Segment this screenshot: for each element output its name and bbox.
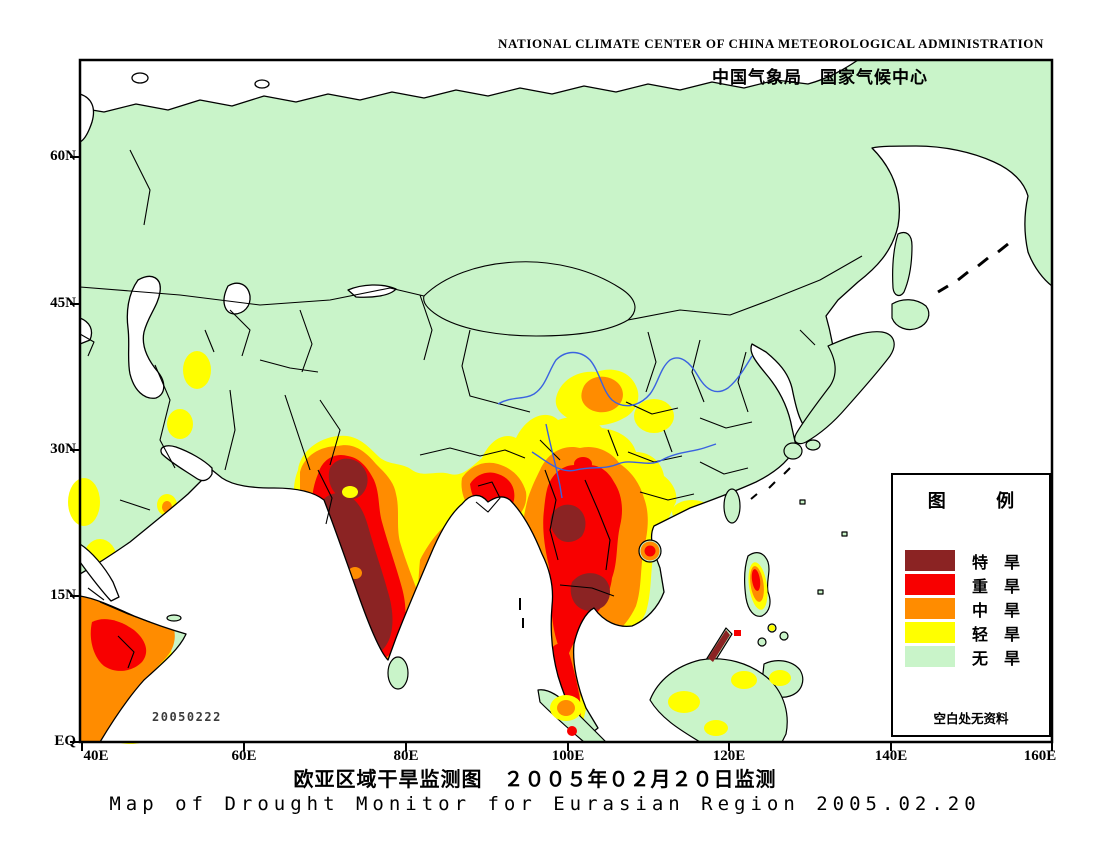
light-drought-swatch: [905, 622, 955, 643]
rivers: [497, 351, 753, 499]
lon-label-160e: 160E: [1023, 748, 1057, 764]
upper-mekong-river: [545, 423, 563, 499]
no-drought-label: 无 旱: [972, 650, 1021, 668]
yangtze-river: [531, 443, 717, 472]
lat-label-15n: 15N: [50, 587, 76, 603]
lon-label-60e: 60E: [231, 748, 257, 764]
persian-gulf: [160, 445, 213, 482]
yellow-river: [497, 351, 753, 407]
honshu-island: [794, 331, 895, 445]
white-sea: [79, 93, 95, 143]
legend-footnote: 空白处无资料: [933, 712, 1009, 726]
kyushu-island: [783, 442, 803, 460]
extreme-drought-swatch: [905, 550, 955, 571]
sakhalin-island: [892, 231, 913, 297]
legend-item-extreme-drought: 特 旱: [905, 549, 1049, 572]
axis-ticks: [70, 156, 1053, 751]
lon-label-120e: 120E: [712, 748, 746, 764]
country-borders: [79, 149, 863, 669]
island-drought-patches: [550, 541, 791, 736]
map-frame-border: [78, 58, 1054, 744]
red-sea: [79, 543, 120, 602]
no-drought-swatch: [905, 646, 955, 667]
legend-box: 图 例 特 旱 重 旱 中 旱 轻 旱 无 旱 空白处无资料: [891, 473, 1051, 737]
lat-label-eq: EQ: [54, 733, 76, 749]
legend-item-light-drought: 轻 旱: [905, 621, 1049, 644]
map-title-english: Map of Drought Monitor for Eurasian Regi…: [109, 793, 981, 815]
lat-label-60n: 60N: [50, 148, 76, 164]
legend-rows: 特 旱 重 旱 中 旱 轻 旱 无 旱: [893, 549, 1049, 668]
lat-label-30n: 30N: [50, 441, 76, 457]
taiwan-island: [723, 488, 741, 524]
legend-item-moderate-drought: 中 旱: [905, 597, 1049, 620]
extreme-drought-label: 特 旱: [972, 554, 1021, 572]
hokkaido-island: [891, 299, 930, 331]
ocean: [79, 59, 1053, 743]
socotra-island: [166, 614, 182, 622]
northern-lake: [254, 79, 270, 89]
moderate-drought-swatch: [905, 598, 955, 619]
org-name-english: NATIONAL CLIMATE CENTER OF CHINA METEORO…: [498, 36, 1044, 51]
shikoku-island: [805, 439, 821, 451]
caspian-sea: [126, 275, 165, 399]
legend-item-severe-drought: 重 旱: [905, 573, 1049, 596]
severe-drought-label: 重 旱: [972, 578, 1021, 596]
lat-label-45n: 45N: [50, 295, 76, 311]
lake-ladoga: [131, 72, 149, 84]
org-name-chinese: 中国气象局 国家气候中心: [712, 68, 928, 87]
pacific-indian-ocean: [79, 145, 1053, 743]
legend-item-no-drought: 无 旱: [905, 645, 1049, 668]
moderate-drought-label: 中 旱: [972, 602, 1021, 620]
aral-sea: [223, 282, 251, 315]
lon-label-40e: 40E: [83, 748, 109, 764]
drought-inner-details: [342, 486, 362, 579]
sri-lanka-island: [387, 656, 409, 690]
lon-label-140e: 140E: [874, 748, 908, 764]
lon-label-80e: 80E: [393, 748, 419, 764]
legend-title: 图 例: [927, 491, 1031, 511]
arctic-ocean: [79, 59, 859, 113]
severe-drought-swatch: [905, 574, 955, 595]
map-title-chinese: 欧亚区域干旱监测图 ２００５年０２月２０日监测: [293, 769, 777, 791]
light-drought-label: 轻 旱: [972, 626, 1021, 644]
date-stamp: 20050222: [152, 710, 222, 724]
lon-label-100e: 100E: [551, 748, 585, 764]
